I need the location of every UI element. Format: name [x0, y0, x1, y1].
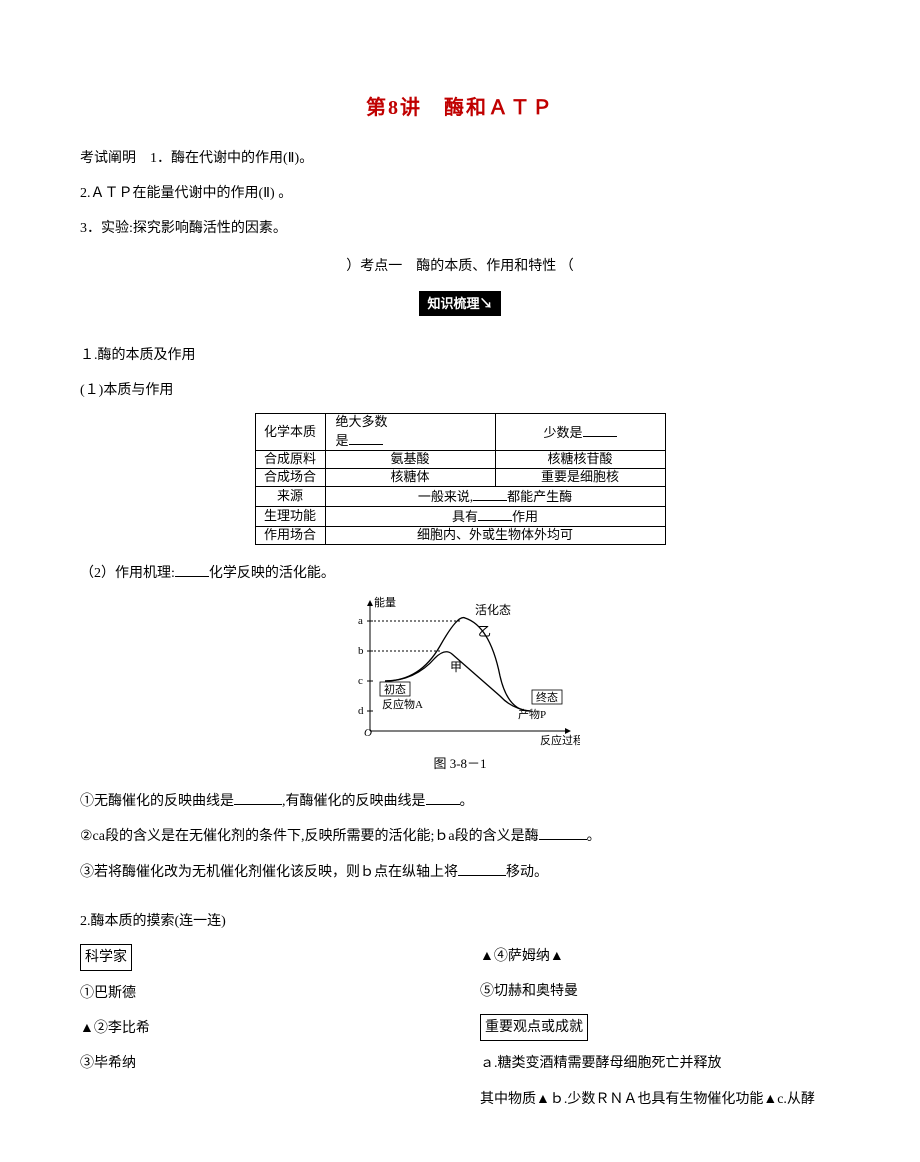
cell-text: 一般来说,: [418, 489, 473, 504]
list-item: ▲②李比希: [80, 1016, 440, 1041]
row-label: 作用场合: [255, 526, 325, 544]
table-row: 生理功能 具有 作用: [255, 506, 665, 526]
blank: [539, 826, 587, 840]
cell-text: 作用: [512, 509, 538, 524]
list-item: ⑤切赫和奥特曼: [480, 979, 840, 1004]
blank: [473, 487, 507, 501]
energy-chart: 能量 反应过程 O a b c d 活化态 乙 甲 初态 反应物A 终态 产物P: [340, 596, 580, 746]
heading-1a: (１)本质与作用: [80, 378, 840, 403]
tick-a: a: [358, 615, 363, 627]
achievements-header: 重要观点或成就: [480, 1014, 588, 1041]
heading-2: 2.酶本质的摸索(连一连): [80, 909, 840, 934]
origin: O: [364, 727, 372, 739]
table-row: 来源 一般来说, 都能产生酶: [255, 486, 665, 506]
q-text: 移动。: [506, 865, 548, 880]
question-1: ①无酶催化的反映曲线是 ,有酶催化的反映曲线是 。: [80, 789, 840, 814]
list-item: 其中物质▲ｂ.少数ＲＮＡ也具有生物催化功能▲c.从酵: [480, 1087, 840, 1112]
label-yi: 乙: [478, 624, 491, 639]
blank: [478, 507, 512, 521]
list-item: ａ.糖类变酒精需要酵母细胞死亡并释放: [480, 1051, 840, 1076]
q-text: ③若将酶催化改为无机催化剂催化该反映，则ｂ点在纵轴上将: [80, 865, 458, 880]
intro-3: 3．实验:探究影响酶活性的因素。: [80, 216, 840, 241]
cell: 一般来说, 都能产生酶: [325, 486, 665, 506]
q-text: 。: [587, 829, 601, 844]
row-label: 合成场合: [255, 468, 325, 486]
cell: 核糖核苷酸: [495, 451, 665, 469]
mechanism: （2）作用机理: 化学反映的活化能。: [80, 561, 840, 586]
q-text: ①无酶催化的反映曲线是: [80, 794, 234, 809]
list-item: ①巴斯德: [80, 981, 440, 1006]
right-column: ▲④萨姆纳▲ ⑤切赫和奥特曼 重要观点或成就 ａ.糖类变酒精需要酵母细胞死亡并释…: [480, 944, 840, 1122]
mech-text-b: 化学反映的活化能。: [209, 566, 335, 581]
cell-text: 绝大多数: [336, 414, 388, 429]
label-activated: 活化态: [475, 603, 511, 617]
cell: 具有 作用: [325, 506, 665, 526]
intro-1: 考试阐明 1．酶在代谢中的作用(Ⅱ)。: [80, 146, 840, 171]
heading-1: １.酶的本质及作用: [80, 343, 840, 368]
row-label: 化学本质: [255, 414, 325, 451]
tick-c: c: [358, 675, 363, 687]
blank: [583, 423, 617, 437]
y-axis-label: 能量: [374, 596, 396, 609]
list-item: ▲④萨姆纳▲: [480, 944, 840, 969]
blank: [426, 791, 460, 805]
cell: 氨基酸: [325, 451, 495, 469]
table-row: 合成原料 氨基酸 核糖核苷酸: [255, 451, 665, 469]
tick-b: b: [358, 645, 364, 657]
blank: [234, 791, 282, 805]
blank: [458, 862, 506, 876]
blank: [349, 431, 383, 445]
question-2: ②ca段的含义是在无催化剂的条件下,反映所需要的活化能;ｂa段的含义是酶 。: [80, 824, 840, 849]
scientists-header: 科学家: [80, 944, 132, 971]
enzyme-table: 化学本质 绝大多数 是 少数是 合成原料 氨基酸 核糖核苷酸 合成场合 核糖体 …: [255, 413, 666, 544]
cell: 绝大多数 是: [325, 414, 495, 451]
cell-text: 都能产生酶: [507, 489, 572, 504]
label-product: 产物P: [518, 707, 546, 721]
question-3: ③若将酶催化改为无机催化剂催化该反映，则ｂ点在纵轴上将 移动。: [80, 860, 840, 885]
cell: 少数是: [495, 414, 665, 451]
left-column: 科学家 ①巴斯德 ▲②李比希 ③毕希纳: [80, 944, 440, 1122]
row-label: 来源: [255, 486, 325, 506]
knowledge-badge: 知识梳理↘: [419, 291, 500, 316]
label-final: 终态: [536, 690, 558, 704]
cell: 核糖体: [325, 468, 495, 486]
row-label: 合成原料: [255, 451, 325, 469]
list-item: ③毕希纳: [80, 1051, 440, 1076]
kaodian-heading: ）考点一 酶的本质、作用和特性 （: [80, 254, 840, 279]
blank: [175, 563, 209, 577]
cell: 重要是细胞核: [495, 468, 665, 486]
q-text: 。: [460, 794, 474, 809]
figure-caption: 图 3-8－1: [80, 752, 840, 775]
q-text: ,有酶催化的反映曲线是: [282, 794, 426, 809]
table-row: 作用场合 细胞内、外或生物体外均可: [255, 526, 665, 544]
row-label: 生理功能: [255, 506, 325, 526]
page-title: 第8讲 酶和ＡＴＰ: [80, 90, 840, 126]
label-reactant: 反应物A: [382, 697, 423, 711]
intro-2: 2.ＡＴＰ在能量代谢中的作用(Ⅱ) 。: [80, 181, 840, 206]
label-init: 初态: [384, 682, 406, 696]
match-columns: 科学家 ①巴斯德 ▲②李比希 ③毕希纳 ▲④萨姆纳▲ ⑤切赫和奥特曼 重要观点或…: [80, 944, 840, 1122]
tick-d: d: [358, 705, 364, 717]
table-row: 化学本质 绝大多数 是 少数是: [255, 414, 665, 451]
label-jia: 甲: [450, 660, 462, 674]
q-text: ②ca段的含义是在无催化剂的条件下,反映所需要的活化能;ｂa段的含义是酶: [80, 829, 539, 844]
cell-text: 具有: [452, 509, 478, 524]
cell-text: 少数是: [543, 425, 582, 440]
mech-text: （2）作用机理:: [80, 566, 175, 581]
cell: 细胞内、外或生物体外均可: [325, 526, 665, 544]
cell-text: 是: [336, 433, 349, 448]
x-axis-label: 反应过程: [540, 733, 580, 746]
table-row: 合成场合 核糖体 重要是细胞核: [255, 468, 665, 486]
